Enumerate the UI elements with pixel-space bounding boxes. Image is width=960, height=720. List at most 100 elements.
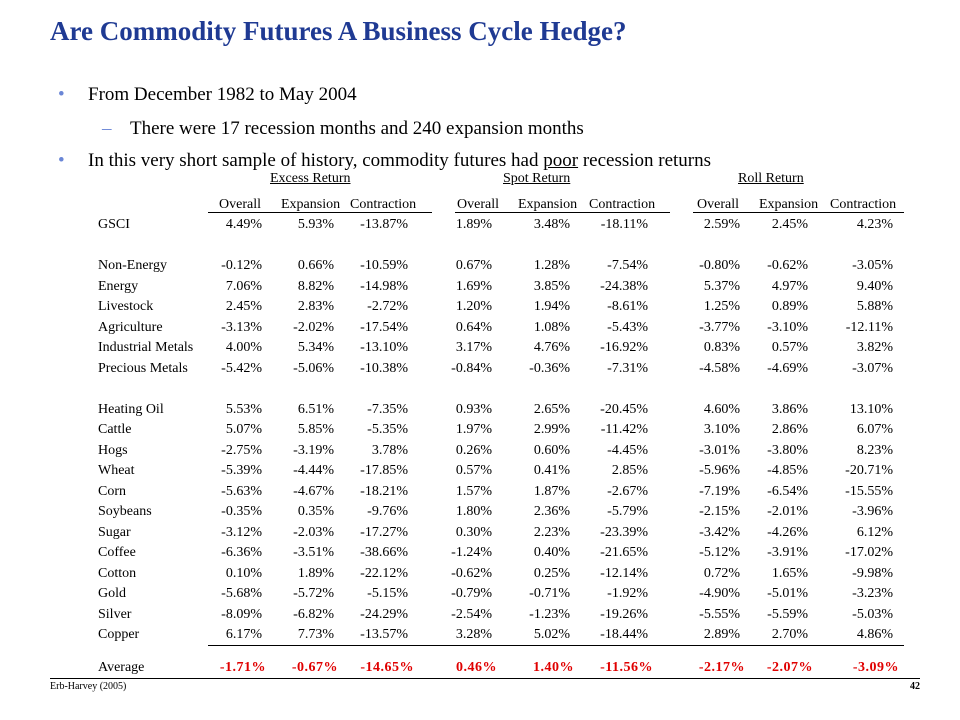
table-cell: -5.72% xyxy=(293,586,334,601)
table-cell: -4.67% xyxy=(293,484,334,499)
table-cell: -17.54% xyxy=(360,320,408,335)
group-header-0: Excess Return xyxy=(270,171,351,186)
table-cell: -15.55% xyxy=(845,484,893,499)
table-cell: -13.57% xyxy=(360,627,408,642)
table-cell: 1.28% xyxy=(533,258,570,273)
table-cell: -11.42% xyxy=(600,422,648,437)
row-label: Non-Energy xyxy=(98,258,167,273)
table-cell: 2.45% xyxy=(771,217,808,232)
slide-title: Are Commodity Futures A Business Cycle H… xyxy=(50,16,627,46)
table-cell: -4.44% xyxy=(293,463,334,478)
table-cell: 3.78% xyxy=(371,443,408,458)
table-cell: -17.02% xyxy=(845,545,893,560)
table-cell: -3.10% xyxy=(767,320,808,335)
table-cell: -3.05% xyxy=(852,258,893,273)
table-cell: -7.31% xyxy=(607,361,648,376)
table-cell: 2.23% xyxy=(533,525,570,540)
row-label: Sugar xyxy=(98,525,131,540)
table-cell: 4.00% xyxy=(225,340,262,355)
table-cell: -21.65% xyxy=(600,545,648,560)
table-cell: -0.36% xyxy=(529,361,570,376)
column-header-contraction: Contraction xyxy=(350,197,417,212)
table-cell: 0.30% xyxy=(455,525,492,540)
row-label: Precious Metals xyxy=(98,361,188,376)
table-cell: -5.43% xyxy=(607,320,648,335)
table-cell: 0.67% xyxy=(455,258,492,273)
table-cell: 0.72% xyxy=(703,566,740,581)
table-cell: -18.11% xyxy=(600,217,648,232)
row-label: Cotton xyxy=(98,566,137,581)
table-cell: -6.36% xyxy=(221,545,262,560)
table-cell: 0.89% xyxy=(771,299,808,314)
row-label: Wheat xyxy=(98,463,135,478)
table-cell: 3.48% xyxy=(533,217,570,232)
table-cell: 1.89% xyxy=(297,566,334,581)
table-cell: -4.45% xyxy=(607,443,648,458)
table-cell: -3.96% xyxy=(852,504,893,519)
table-cell: -5.01% xyxy=(767,586,808,601)
table-cell: -8.61% xyxy=(607,299,648,314)
table-cell: 5.85% xyxy=(297,422,334,437)
table-cell: 0.35% xyxy=(297,504,334,519)
table-cell: -0.84% xyxy=(451,361,492,376)
table-cell: -4.90% xyxy=(699,586,740,601)
table-cell: -3.12% xyxy=(221,525,262,540)
table-cell: 2.45% xyxy=(225,299,262,314)
column-header-contraction: Contraction xyxy=(830,197,897,212)
table-cell: -2.15% xyxy=(699,504,740,519)
table-cell: 0.66% xyxy=(297,258,334,273)
table-cell: 1.57% xyxy=(455,484,492,499)
table-cell: -2.67% xyxy=(607,484,648,499)
table-cell: 8.23% xyxy=(856,443,893,458)
table-cell: 2.59% xyxy=(703,217,740,232)
table-cell: -4.26% xyxy=(767,525,808,540)
table-cell: 7.73% xyxy=(297,627,334,642)
column-header-overall: Overall xyxy=(219,197,261,212)
table-cell: 1.94% xyxy=(533,299,570,314)
table-cell: -12.14% xyxy=(600,566,648,581)
table-cell: -0.62% xyxy=(451,566,492,581)
page-number: 42 xyxy=(910,681,920,692)
bullet-recession-pre: In this very short sample of history, co… xyxy=(88,150,544,171)
table-cell: 2.99% xyxy=(533,422,570,437)
table-cell: 4.49% xyxy=(225,217,262,232)
table-cell: -13.10% xyxy=(360,340,408,355)
footer-source: Erb-Harvey (2005) xyxy=(50,681,127,692)
table-cell: 1.97% xyxy=(455,422,492,437)
sub-bullet-months-text: There were 17 recession months and 240 e… xyxy=(130,118,584,139)
table-cell: 3.10% xyxy=(703,422,740,437)
table-cell: 2.70% xyxy=(771,627,808,642)
table-cell: 0.64% xyxy=(455,320,492,335)
table-cell: 1.89% xyxy=(455,217,492,232)
dash-bullet-icon: – xyxy=(102,118,112,139)
bullet-period: • From December 1982 to May 2004 xyxy=(58,84,357,106)
table-cell: 2.86% xyxy=(771,422,808,437)
row-label: Hogs xyxy=(98,443,128,458)
bullet-dot-icon: • xyxy=(58,150,65,171)
footer-rule xyxy=(50,678,920,679)
table-cell: 1.87% xyxy=(533,484,570,499)
table-cell: -4.58% xyxy=(699,361,740,376)
table-cell: 3.28% xyxy=(455,627,492,642)
column-header-contraction: Contraction xyxy=(589,197,656,212)
table-cell: 1.25% xyxy=(703,299,740,314)
table-cell: -1.23% xyxy=(529,607,570,622)
column-header-expansion: Expansion xyxy=(518,197,578,212)
table-cell: -2.03% xyxy=(293,525,334,540)
table-cell: -22.12% xyxy=(360,566,408,581)
table-cell: 1.69% xyxy=(455,279,492,294)
table-cell: 4.60% xyxy=(703,402,740,417)
group-separator-line xyxy=(455,212,670,213)
table-cell: -18.44% xyxy=(600,627,648,642)
row-label: Silver xyxy=(98,607,132,622)
table-cell: -5.55% xyxy=(699,607,740,622)
table-cell: 0.26% xyxy=(455,443,492,458)
row-label: Agriculture xyxy=(98,320,163,335)
bullet-recession-post: recession returns xyxy=(578,150,712,171)
table-cell: -6.82% xyxy=(293,607,334,622)
table-cell: -12.11% xyxy=(845,320,893,335)
sub-bullet-months: – There were 17 recession months and 240… xyxy=(102,118,584,140)
table-cell: -2.02% xyxy=(293,320,334,335)
average-cell: -2.17% xyxy=(698,660,745,675)
table-cell: -5.03% xyxy=(852,607,893,622)
